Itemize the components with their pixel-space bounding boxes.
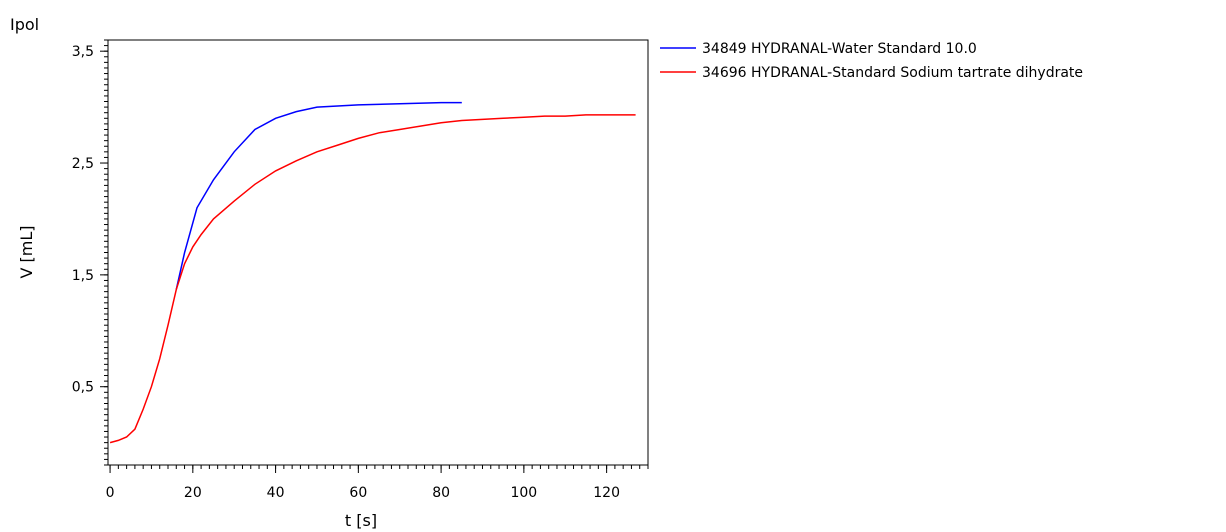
y-axis-label: V [mL] <box>17 225 36 278</box>
x-axis-label: t [s] <box>345 511 377 530</box>
x-axis-ticks: 0 20 40 60 80 100 120 <box>106 465 620 501</box>
legend-label: 34696 HYDRANAL-Standard Sodium tartrate … <box>702 65 1083 81</box>
x-tick-label: 40 <box>267 485 285 501</box>
legend: 34849 HYDRANAL-Water Standard 10.0 34696 … <box>660 41 1083 81</box>
chart-title: Ipol <box>10 15 39 34</box>
legend-label: 34849 HYDRANAL-Water Standard 10.0 <box>702 41 977 57</box>
x-minor-ticks <box>109 465 649 469</box>
y-minor-ticks <box>104 39 108 466</box>
x-tick-label: 60 <box>349 485 367 501</box>
x-tick-label: 100 <box>510 485 537 501</box>
plot-frame <box>107 39 649 466</box>
y-tick-label: 3,5 <box>72 44 94 60</box>
series-lines <box>109 101 636 444</box>
x-tick-label: 120 <box>593 485 620 501</box>
y-tick-label: 2,5 <box>72 156 94 172</box>
y-tick-label: 1,5 <box>72 268 94 284</box>
x-tick-label: 20 <box>184 485 202 501</box>
x-tick-label: 0 <box>106 485 115 501</box>
y-tick-label: 0,5 <box>72 380 94 396</box>
x-tick-label: 80 <box>432 485 450 501</box>
series-line <box>109 114 636 444</box>
series-line <box>175 101 462 290</box>
y-axis-ticks: 0,5 1,5 2,5 3,5 <box>72 44 108 396</box>
